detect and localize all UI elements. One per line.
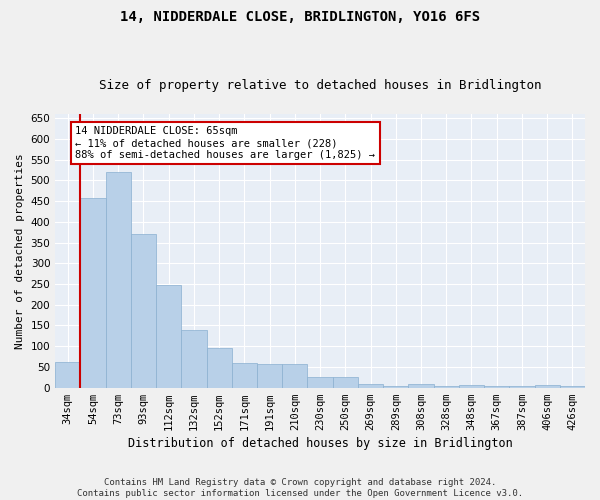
Y-axis label: Number of detached properties: Number of detached properties bbox=[15, 153, 25, 348]
Text: 14, NIDDERDALE CLOSE, BRIDLINGTON, YO16 6FS: 14, NIDDERDALE CLOSE, BRIDLINGTON, YO16 … bbox=[120, 10, 480, 24]
Bar bbox=[232, 363, 257, 388]
Text: 14 NIDDERDALE CLOSE: 65sqm
← 11% of detached houses are smaller (228)
88% of sem: 14 NIDDERDALE CLOSE: 65sqm ← 11% of deta… bbox=[76, 126, 376, 160]
Bar bbox=[358, 384, 383, 388]
Bar bbox=[106, 172, 131, 388]
Text: Contains HM Land Registry data © Crown copyright and database right 2024.
Contai: Contains HM Land Registry data © Crown c… bbox=[77, 478, 523, 498]
Bar bbox=[535, 385, 560, 388]
Bar bbox=[307, 378, 332, 388]
Bar bbox=[181, 330, 206, 388]
Title: Size of property relative to detached houses in Bridlington: Size of property relative to detached ho… bbox=[99, 79, 541, 92]
Bar bbox=[131, 234, 156, 388]
X-axis label: Distribution of detached houses by size in Bridlington: Distribution of detached houses by size … bbox=[128, 437, 512, 450]
Bar bbox=[484, 386, 509, 388]
Bar bbox=[509, 386, 535, 388]
Bar bbox=[332, 378, 358, 388]
Bar bbox=[55, 362, 80, 388]
Bar bbox=[282, 364, 307, 388]
Bar bbox=[434, 386, 459, 388]
Bar bbox=[80, 198, 106, 388]
Bar bbox=[257, 364, 282, 388]
Bar bbox=[156, 285, 181, 388]
Bar bbox=[206, 348, 232, 388]
Bar bbox=[383, 386, 409, 388]
Bar bbox=[409, 384, 434, 388]
Bar bbox=[459, 385, 484, 388]
Bar bbox=[560, 386, 585, 388]
